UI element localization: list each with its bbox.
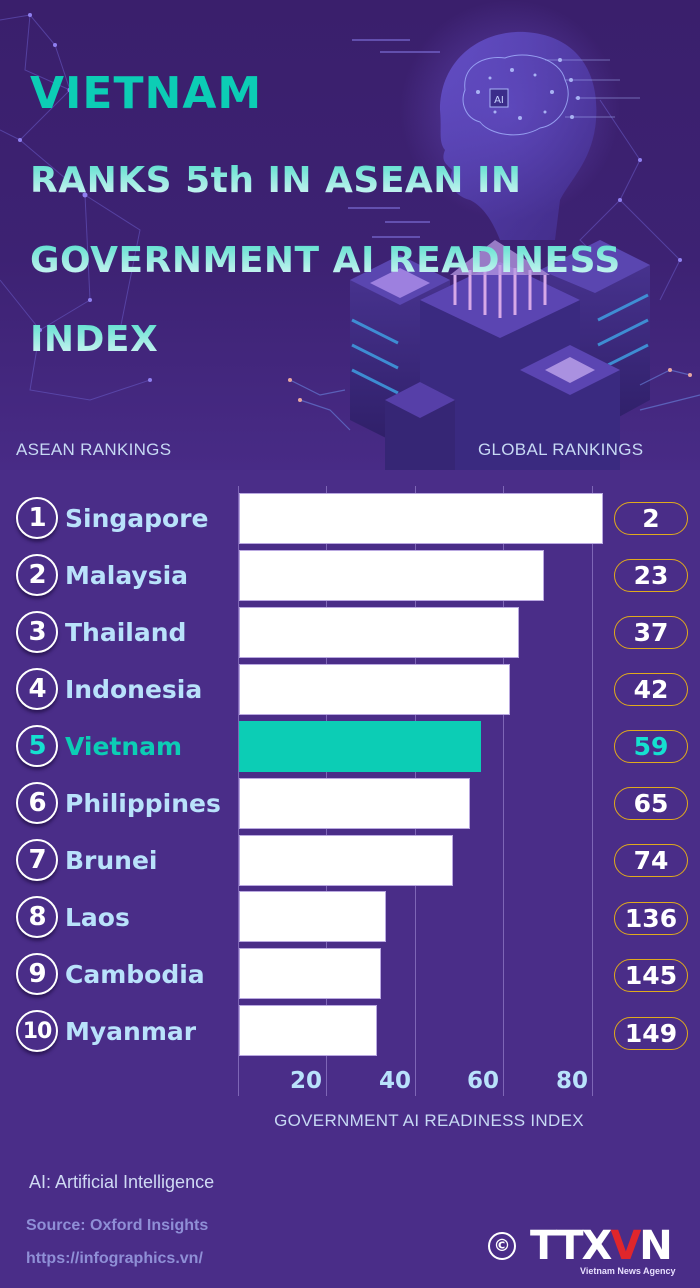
footnote: AI: Artificial Intelligence [29, 1172, 215, 1192]
axis-line [238, 486, 239, 1096]
global-rank-pill: 23 [614, 559, 688, 592]
rank-badge: 10 [16, 1010, 58, 1052]
global-rank-pill: 145 [614, 959, 688, 992]
logo-text-v: V [610, 1223, 641, 1269]
ai-illustration-icon: AI [0, 0, 700, 470]
bar-laos [239, 891, 386, 942]
rank-badge: 7 [16, 839, 58, 881]
x-axis-label: GOVERNMENT AI READINESS INDEX [274, 1111, 584, 1130]
gridline-60 [503, 486, 504, 1096]
subtitle-line-2: GOVERNMENT AI READINESS [30, 240, 621, 281]
country-label: Thailand [65, 618, 187, 647]
country-label: Malaysia [65, 561, 189, 590]
svg-text:AI: AI [494, 95, 504, 106]
bar-indonesia [239, 664, 510, 715]
global-rank-pill: 149 [614, 1017, 688, 1050]
tick-80: 80 [555, 1068, 588, 1094]
rank-badge: 3 [16, 611, 58, 653]
global-rank-pill: 2 [614, 502, 688, 535]
global-rank-pill: 65 [614, 787, 688, 820]
global-rank-pill: 74 [614, 844, 688, 877]
country-label: Indonesia [65, 675, 203, 704]
country-label: Philippines [65, 789, 221, 818]
source-text: Source: Oxford Insights [26, 1217, 209, 1234]
rank-badge: 9 [16, 953, 58, 995]
country-label: Cambodia [65, 960, 205, 989]
global-rankings-header: GLOBAL RANKINGS [478, 440, 644, 459]
global-rank-pill: 37 [614, 616, 688, 649]
bar-vietnam [239, 721, 481, 772]
country-label: Myanmar [65, 1017, 197, 1046]
gridline-80 [592, 486, 593, 1096]
subtitle-line-3: INDEX [30, 319, 159, 360]
rank-badge: 4 [16, 668, 58, 710]
bar-myanmar [239, 1005, 377, 1056]
page-title: VIETNAM [30, 68, 263, 119]
bar-thailand [239, 607, 519, 658]
rank-badge-highlight: 5 [16, 725, 58, 767]
logo-subtitle: Vietnam News Agency [580, 1266, 676, 1276]
bar-singapore [239, 493, 603, 544]
rank-badge: 8 [16, 896, 58, 938]
tick-60: 60 [466, 1068, 499, 1094]
logo-text-n: N [639, 1223, 673, 1269]
rank-badge: 2 [16, 554, 58, 596]
subtitle-line-1: RANKS 5th IN ASEAN IN [30, 160, 522, 201]
tick-20: 20 [289, 1068, 322, 1094]
logo-text-ttx: TTX [530, 1223, 612, 1269]
copyright-icon: © [488, 1232, 516, 1260]
bar-philippines [239, 778, 470, 829]
bar-malaysia [239, 550, 544, 601]
country-label: Laos [65, 903, 130, 932]
country-label: Brunei [65, 846, 158, 875]
asean-rankings-header: ASEAN RANKINGS [16, 440, 172, 459]
bar-cambodia [239, 948, 381, 999]
global-rank-pill-highlight: 59 [614, 730, 688, 763]
country-label: Singapore [65, 504, 209, 533]
country-label-highlight: Vietnam [65, 732, 183, 761]
source-url-link[interactable]: https://infographics.vn/ [26, 1250, 203, 1267]
rank-badge: 6 [16, 782, 58, 824]
hero-banner: AI [0, 0, 700, 470]
ttxvn-logo: TTXVN [530, 1223, 673, 1269]
bar-brunei [239, 835, 453, 886]
rank-badge: 1 [16, 497, 58, 539]
global-rank-pill: 136 [614, 902, 688, 935]
global-rank-pill: 42 [614, 673, 688, 706]
tick-40: 40 [378, 1068, 411, 1094]
